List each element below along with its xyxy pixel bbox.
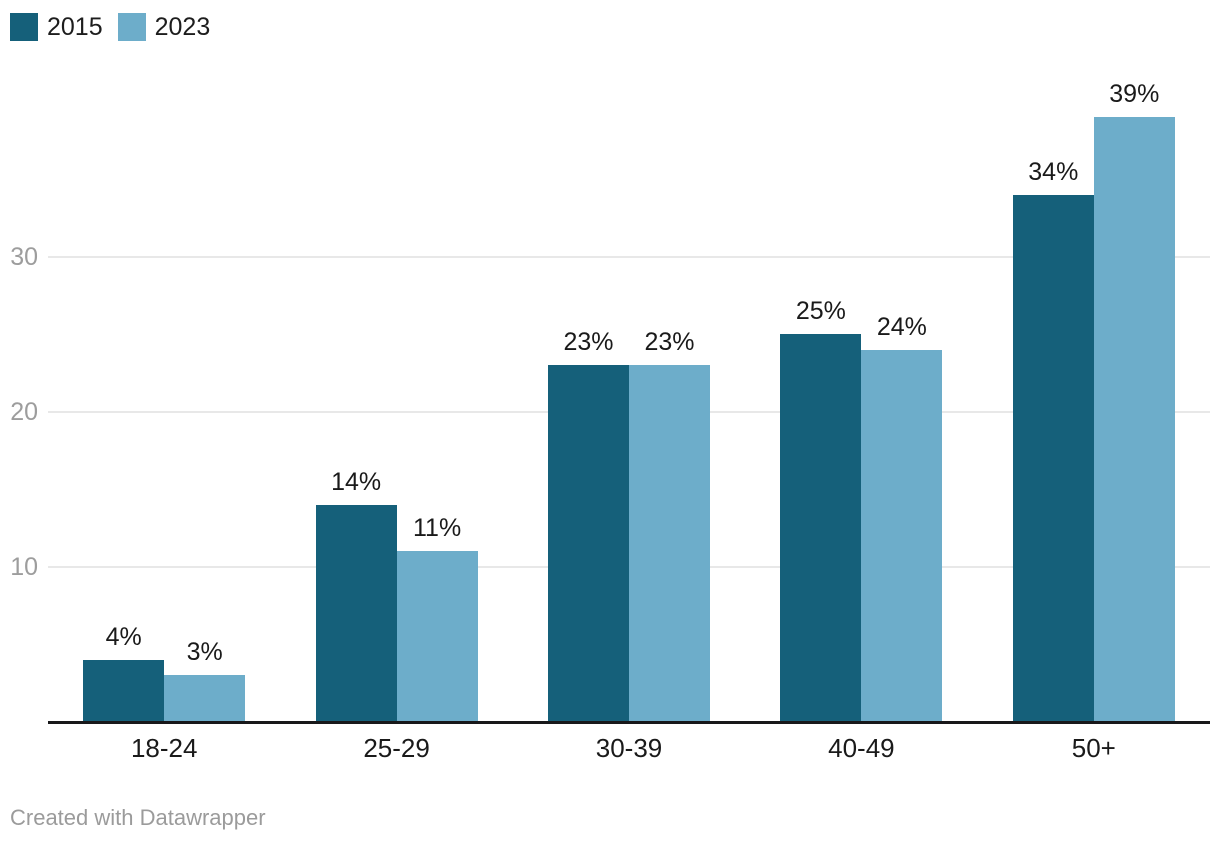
bar-2015-50+[interactable] xyxy=(1012,195,1094,722)
value-label-2023-18-24: 3% xyxy=(186,638,223,666)
bar-2023-25-29[interactable] xyxy=(396,551,478,722)
value-label-2015-18-24: 4% xyxy=(105,623,142,651)
x-axis-line xyxy=(48,721,1210,724)
legend-swatch-2015 xyxy=(10,13,38,41)
value-label-2023-25-29: 11% xyxy=(413,514,462,542)
legend-item-2015: 2015 xyxy=(10,13,103,41)
x-axis-label-18-24: 18-24 xyxy=(130,733,198,763)
legend-label-2023: 2023 xyxy=(154,13,211,41)
y-tick-label-10: 10 xyxy=(10,553,38,581)
value-label-2023-50+: 39% xyxy=(1109,80,1160,108)
bar-2015-40-49[interactable] xyxy=(780,334,862,722)
legend-label-2015: 2015 xyxy=(47,13,103,41)
y-tick-label-30: 30 xyxy=(10,243,38,271)
value-label-2023-30-39: 23% xyxy=(644,328,695,356)
x-axis-label-40-49: 40-49 xyxy=(828,733,895,763)
value-label-2015-25-29: 14% xyxy=(331,468,382,496)
x-axis-label-50+: 50+ xyxy=(1071,733,1116,763)
bar-2023-50+[interactable] xyxy=(1093,117,1175,722)
y-tick-label-20: 20 xyxy=(10,398,38,426)
bar-2023-40-49[interactable] xyxy=(861,350,943,722)
credit-line[interactable]: Created with Datawrapper xyxy=(10,805,266,830)
legend-swatch-2023 xyxy=(117,13,146,41)
x-axis-label-30-39: 30-39 xyxy=(595,733,663,763)
legend-item-2023: 2023 xyxy=(117,13,211,41)
legend: 2015 2023 xyxy=(10,13,210,41)
value-label-2023-40-49: 24% xyxy=(876,313,927,341)
value-label-2015-50+: 34% xyxy=(1028,158,1079,186)
gridline-30 xyxy=(48,256,1210,258)
bar-2023-18-24[interactable] xyxy=(164,675,246,722)
bar-2015-30-39[interactable] xyxy=(548,365,629,722)
bar-2023-30-39[interactable] xyxy=(629,365,710,722)
bar-2015-18-24[interactable] xyxy=(83,660,165,722)
value-label-2015-30-39: 23% xyxy=(563,328,614,356)
bar-2015-25-29[interactable] xyxy=(315,505,397,722)
x-axis-label-25-29: 25-29 xyxy=(363,733,430,763)
value-label-2015-40-49: 25% xyxy=(795,297,846,325)
